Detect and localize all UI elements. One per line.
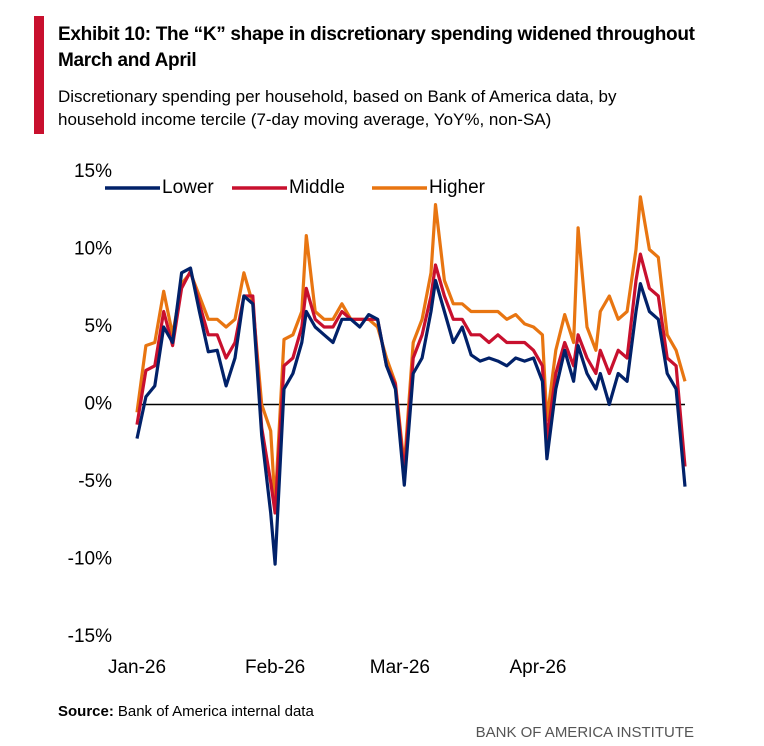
legend-label: Higher [429,177,486,198]
footer: BANK OF AMERICA INSTITUTE [476,724,694,741]
series-line [135,252,687,515]
y-tick-label: 10% [74,239,112,260]
y-tick-label: 5% [85,316,113,337]
accent-bar [34,16,44,134]
y-tick-label: 0% [85,394,113,415]
y-tick-label: -15% [68,626,112,647]
source-label: Source: [58,703,114,720]
x-tick-label: Feb-26 [245,657,305,678]
x-tick-label: Jan-26 [108,657,166,678]
series-line [135,195,687,507]
source: Source: Bank of America internal data [58,703,314,720]
legend-label: Lower [162,177,214,198]
chart-title: Exhibit 10: The “K” shape in discretiona… [58,24,695,71]
legend-label: Middle [289,177,345,198]
x-tick-label: Apr-26 [509,657,566,678]
source-text: Bank of America internal data [118,703,315,720]
series-line [135,266,687,566]
chart-subtitle: Discretionary spending per household, ba… [58,87,617,129]
y-tick-label: -10% [68,549,112,570]
y-tick-label: 15% [74,161,112,182]
y-tick-label: -5% [78,471,112,492]
x-tick-label: Mar-26 [370,657,430,678]
